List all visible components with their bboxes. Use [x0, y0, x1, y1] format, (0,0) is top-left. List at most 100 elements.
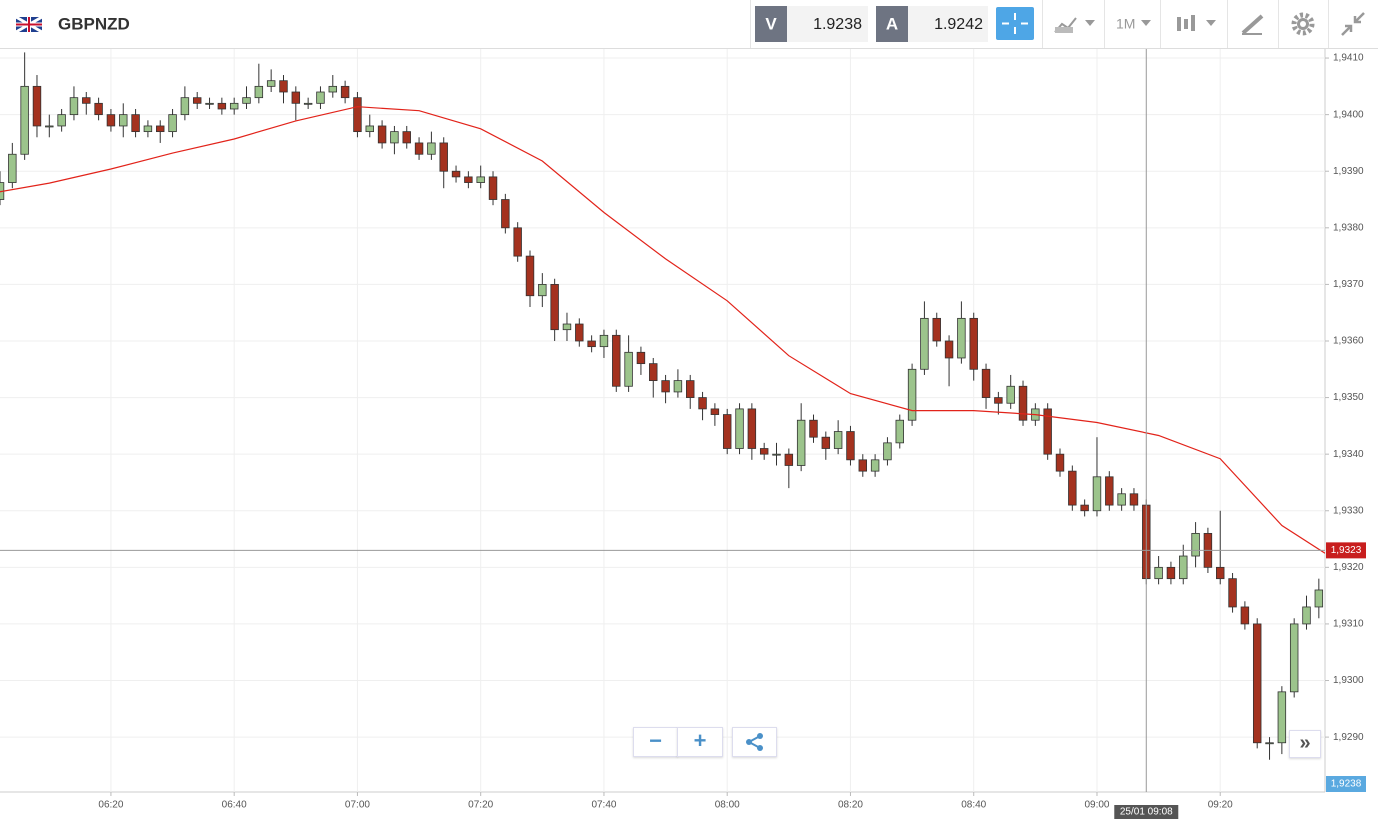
candle-body [846, 431, 855, 461]
crosshair-price-box [1326, 542, 1366, 559]
zoom-out-button[interactable]: − [633, 727, 678, 757]
candle-body [340, 85, 350, 99]
bid-label: V [765, 14, 777, 33]
candle-body [57, 114, 66, 127]
bid-button[interactable] [755, 6, 787, 42]
x-tick-label: 09:20 [1208, 800, 1233, 811]
y-tick-label: 1,9300 [1333, 675, 1364, 686]
candle-body [119, 114, 128, 127]
candle-body [8, 153, 17, 183]
candle-body [1302, 606, 1311, 625]
candle-body [464, 176, 473, 183]
candle-body [513, 227, 522, 257]
candle-body [870, 459, 880, 472]
scroll-end-button[interactable]: » [1289, 730, 1321, 758]
draw-button[interactable] [1241, 14, 1264, 35]
candle-body [710, 408, 720, 415]
y-tick-label: 1,9310 [1333, 619, 1364, 630]
flag [15, 15, 43, 34]
candle-body [427, 142, 436, 155]
candle-body [143, 125, 153, 133]
candle-body [377, 125, 387, 144]
collapse-button[interactable] [1341, 12, 1365, 36]
candle-body [994, 397, 1003, 404]
candle-body [944, 340, 954, 359]
candle-body [291, 91, 301, 104]
candle-body [303, 102, 313, 105]
candle-body [550, 284, 559, 331]
last-price-label: 1,9238 [1331, 779, 1362, 790]
candle-body [599, 334, 609, 348]
candle-body [242, 97, 251, 104]
candle-body [1154, 566, 1163, 580]
candle-body [1092, 476, 1102, 512]
last-price-box [1326, 776, 1366, 792]
candle-body [1043, 408, 1052, 455]
candle-body [501, 199, 510, 229]
y-tick-label: 1,9320 [1333, 562, 1364, 573]
zoom-in-button[interactable]: + [677, 727, 723, 757]
crosshair-button[interactable] [996, 7, 1034, 40]
candle-body [686, 380, 695, 398]
y-tick-label: 1,9370 [1333, 279, 1364, 290]
symbol: GBPNZD [58, 14, 130, 33]
candle-body [1179, 555, 1188, 580]
candle-body [20, 85, 29, 155]
candle-body [266, 80, 276, 87]
candle-body [279, 80, 288, 93]
candle-body [1080, 504, 1089, 512]
candle-body [649, 363, 658, 382]
candle-body [932, 317, 941, 342]
candle-body [106, 114, 116, 127]
ask-label: A [886, 14, 898, 33]
share-icon [745, 733, 763, 751]
candle-body [1105, 476, 1114, 506]
candle-body [1289, 623, 1299, 693]
candle-body [205, 102, 214, 105]
candle-body [796, 419, 806, 466]
settings-button[interactable] [1291, 12, 1315, 36]
candle-body [1055, 453, 1065, 472]
x-tick-label: 07:00 [345, 800, 370, 811]
x-tick-label: 06:20 [98, 800, 123, 811]
share-button[interactable] [732, 727, 777, 757]
bid-price: 1.9238 [813, 16, 862, 33]
candle-body [217, 102, 227, 110]
timeframe-button[interactable]: 1M [1116, 16, 1135, 32]
candle-body [1216, 566, 1225, 580]
candle-body [587, 340, 596, 348]
crosshair-price-label: 1,9323 [1331, 545, 1362, 556]
candle-button[interactable] [1177, 15, 1216, 31]
candle-body [414, 142, 424, 155]
y-tick-label: 1,9380 [1333, 222, 1364, 233]
candle-body [969, 317, 978, 370]
candle-body [316, 91, 325, 104]
x-tick-label: 09:00 [1084, 800, 1109, 811]
candle-body [575, 323, 584, 342]
candle-body [1166, 566, 1176, 580]
candle-body [254, 85, 264, 99]
x-tick-label: 06:40 [222, 800, 247, 811]
candle-body [328, 85, 338, 93]
candle-body [1068, 470, 1077, 506]
candle-body [476, 176, 485, 183]
candle-body [895, 419, 904, 444]
candle-body [1228, 578, 1237, 608]
candle-body [1265, 742, 1274, 745]
candle-body [439, 142, 448, 172]
candle-body [698, 397, 707, 410]
crosshair-time-box [1114, 805, 1179, 819]
candle-body [735, 408, 744, 449]
candle-body [1018, 385, 1028, 421]
candle-body [772, 453, 781, 456]
candle-body [1240, 606, 1250, 625]
ask-button[interactable] [876, 6, 908, 42]
chart-type-button[interactable] [1054, 17, 1095, 33]
candle-body [673, 380, 683, 393]
candle-body [957, 317, 966, 359]
candle-body [402, 131, 411, 144]
candle-body [636, 351, 646, 365]
candle-body [390, 131, 399, 144]
x-tick-label: 08:40 [961, 800, 986, 811]
y-tick-label: 1,9330 [1333, 505, 1364, 516]
